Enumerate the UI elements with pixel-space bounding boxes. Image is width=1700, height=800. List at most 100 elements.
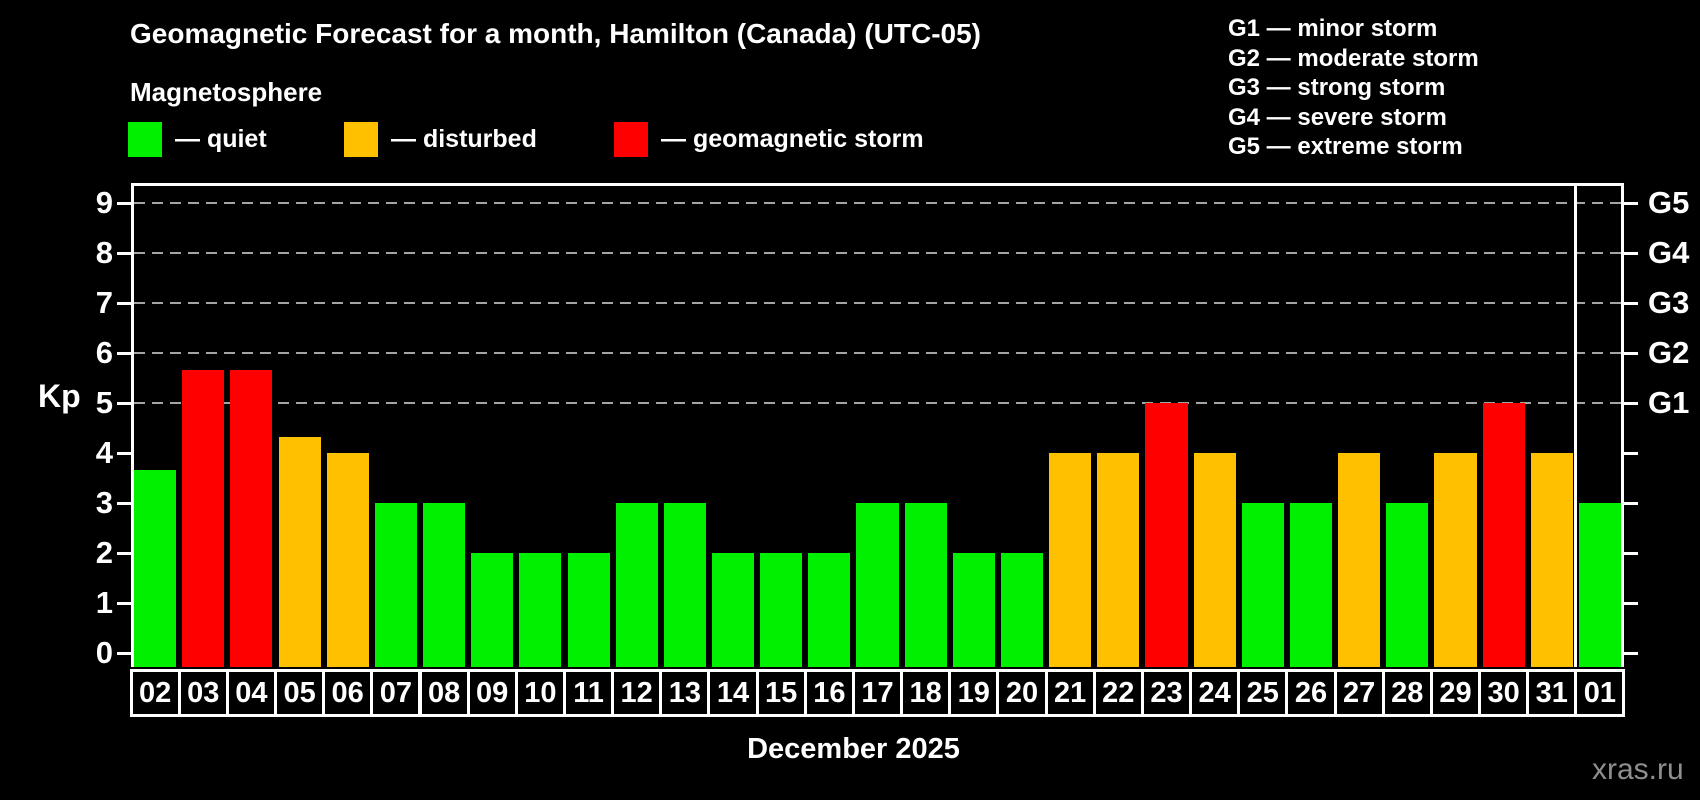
kp-bar-day-04 <box>230 369 273 667</box>
y-tick-right <box>1624 402 1638 405</box>
kp-bar-day-10 <box>519 553 562 667</box>
quiet-color-swatch <box>128 121 162 157</box>
plot-frame-left <box>131 183 134 667</box>
day-cell-10: 10 <box>514 669 566 717</box>
day-cell-31: 31 <box>1526 669 1578 717</box>
kp-bar-day-18 <box>904 503 947 667</box>
day-cell-26: 26 <box>1285 669 1337 717</box>
gridline-kp7 <box>134 302 1621 304</box>
kp-bar-day-02 <box>134 469 177 667</box>
y-tick-label: 6 <box>95 335 113 370</box>
g-scale-label: G5 <box>1648 185 1690 220</box>
g-scale-label: G4 <box>1648 235 1690 270</box>
kp-bar-day-13 <box>663 503 706 667</box>
storm-label: — geomagnetic storm <box>661 124 924 153</box>
day-cell-16: 16 <box>803 669 855 717</box>
kp-bar-day-23 <box>1145 403 1188 667</box>
kp-bar-day-30 <box>1482 403 1525 667</box>
day-cell-07: 07 <box>370 669 422 717</box>
y-tick-left <box>117 252 131 255</box>
kp-bar-day-01 <box>1578 503 1621 667</box>
month-label: December 2025 <box>747 733 960 765</box>
day-cell-20: 20 <box>996 669 1048 717</box>
kp-bar-day-15 <box>760 553 803 667</box>
y-tick-right <box>1624 302 1638 305</box>
g-legend-line: G1 — minor storm <box>1228 15 1438 42</box>
chart-title: Geomagnetic Forecast for a month, Hamilt… <box>130 18 981 49</box>
legend-item-quiet: — quiet <box>128 121 267 157</box>
kp-bar-day-07 <box>374 503 417 667</box>
g-legend-line: G3 — strong storm <box>1228 74 1446 102</box>
day-cell-25: 25 <box>1237 669 1289 717</box>
y-tick-label: 0 <box>95 635 113 670</box>
y-tick-right <box>1624 602 1638 605</box>
g-legend-line: G2 — moderate storm <box>1228 44 1479 72</box>
plot-frame-right <box>1621 183 1624 667</box>
y-tick-label: 4 <box>95 435 113 470</box>
y-tick-left <box>117 552 131 555</box>
magnetosphere-label: Magnetosphere <box>130 77 323 107</box>
kp-bar-day-22 <box>1097 453 1140 667</box>
y-tick-right <box>1624 552 1638 555</box>
g-scale-label: G3 <box>1648 285 1690 320</box>
day-cell-21: 21 <box>1044 669 1096 717</box>
day-cell-29: 29 <box>1429 669 1482 717</box>
kp-bar-day-25 <box>1241 503 1284 667</box>
kp-bar-day-19 <box>952 553 995 667</box>
kp-bar-day-16 <box>808 553 851 667</box>
legend-item-storm: — geomagnetic storm <box>614 121 924 157</box>
gridline-kp8 <box>134 252 1621 254</box>
day-cell-13: 13 <box>659 669 711 717</box>
y-tick-right <box>1624 252 1638 255</box>
day-cell-24: 24 <box>1189 669 1241 717</box>
kp-bar-day-27 <box>1338 453 1381 667</box>
kp-bar-day-11 <box>567 553 610 667</box>
disturbed-label: — disturbed <box>391 124 537 153</box>
day-cell-04: 04 <box>225 669 277 717</box>
day-cell-15: 15 <box>755 669 807 717</box>
day-cell-12: 12 <box>611 669 663 717</box>
y-tick-left <box>117 352 131 355</box>
storm-color-swatch <box>614 121 648 157</box>
day-cell-09: 09 <box>466 669 518 717</box>
disturbed-color-swatch <box>344 121 378 157</box>
y-tick-left <box>117 652 131 655</box>
y-tick-left <box>117 602 131 605</box>
day-cell-28: 28 <box>1381 669 1433 717</box>
kp-bar-day-20 <box>1000 553 1044 667</box>
g-scale-legend: G1 — minor storm G2 — moderate storm G3 — … <box>1228 14 1479 162</box>
day-cell-02: 02 <box>129 669 181 717</box>
day-cell-17: 17 <box>851 669 904 717</box>
quiet-label: — quiet <box>175 124 267 153</box>
g-scale-label: G2 <box>1648 335 1690 370</box>
gridline-kp5 <box>134 402 1621 404</box>
kp-bar-day-12 <box>615 503 658 667</box>
y-tick-label: 2 <box>95 535 113 570</box>
y-tick-right <box>1624 652 1638 655</box>
y-tick-left <box>117 452 131 455</box>
y-tick-left <box>117 202 131 205</box>
kp-bar-day-28 <box>1386 503 1429 667</box>
y-tick-right <box>1624 452 1638 455</box>
day-cell-30: 30 <box>1478 669 1530 717</box>
month-separator-line <box>1574 183 1578 667</box>
kp-bar-day-14 <box>711 553 755 667</box>
watermark: xras.ru <box>1592 753 1684 786</box>
day-cell-18: 18 <box>900 669 952 717</box>
day-cell-05: 05 <box>274 669 326 717</box>
kp-bar-day-03 <box>182 369 225 667</box>
kp-bar-day-06 <box>326 453 369 667</box>
kp-bar-day-26 <box>1289 503 1333 667</box>
kp-axis-label: Kp <box>38 378 81 414</box>
y-tick-left <box>117 302 131 305</box>
y-tick-left <box>117 402 131 405</box>
y-tick-label: 9 <box>95 185 113 220</box>
y-tick-label: 1 <box>95 585 113 620</box>
gridline-kp9 <box>134 202 1621 204</box>
day-cell-22: 22 <box>1092 669 1144 717</box>
legend-item-disturbed: — disturbed <box>344 121 537 157</box>
y-tick-right <box>1624 352 1638 355</box>
y-tick-right <box>1624 202 1638 205</box>
g-legend-line: G5 — extreme storm <box>1228 133 1463 161</box>
